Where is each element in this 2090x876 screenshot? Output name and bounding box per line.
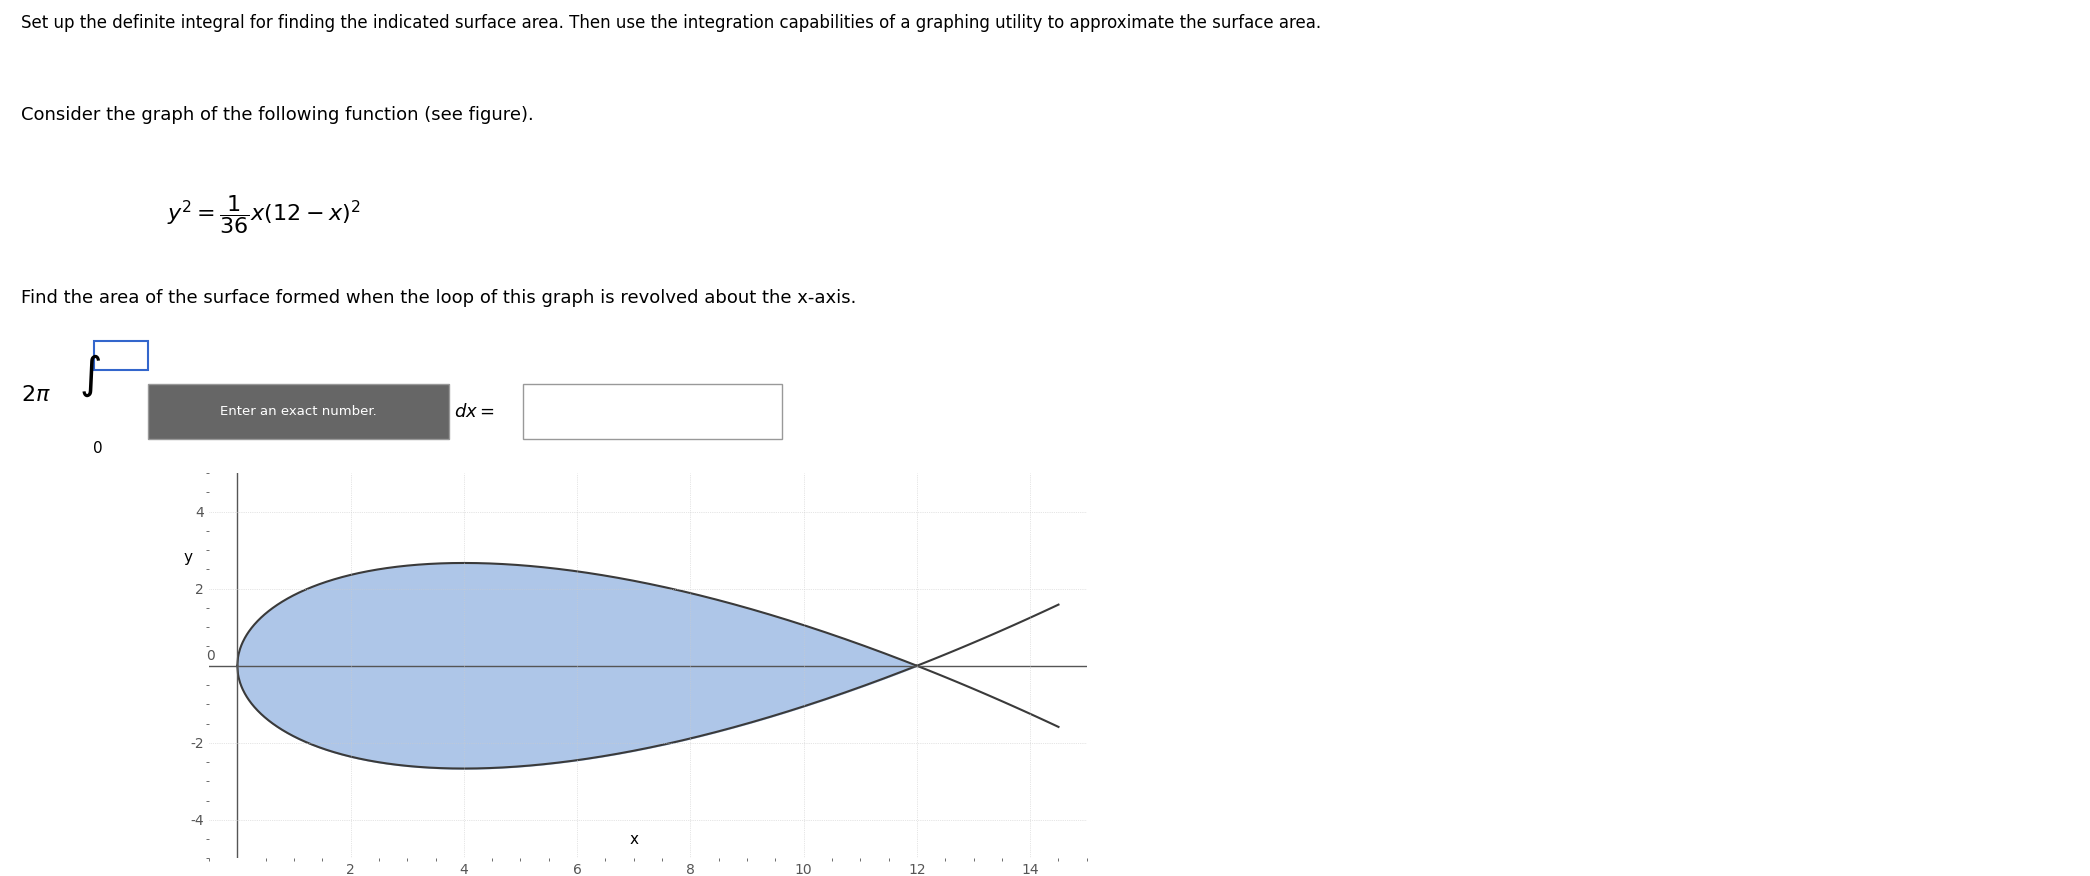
Text: $0$: $0$ [92, 440, 102, 456]
FancyBboxPatch shape [522, 385, 782, 440]
FancyBboxPatch shape [148, 385, 449, 440]
Text: x: x [629, 832, 637, 847]
Text: Find the area of the surface formed when the loop of this graph is revolved abou: Find the area of the surface formed when… [21, 289, 857, 307]
Text: $y^2 = \dfrac{1}{36}x(12 - x)^2$: $y^2 = \dfrac{1}{36}x(12 - x)^2$ [167, 193, 362, 236]
Text: Set up the definite integral for finding the indicated surface area. Then use th: Set up the definite integral for finding… [21, 14, 1321, 32]
Text: 0: 0 [207, 648, 215, 662]
Text: Enter an exact number.: Enter an exact number. [222, 406, 378, 419]
Text: y: y [184, 550, 192, 565]
FancyBboxPatch shape [94, 341, 148, 370]
Text: $\int$: $\int$ [79, 352, 102, 399]
Text: $2\pi$: $2\pi$ [21, 385, 50, 405]
Text: Consider the graph of the following function (see figure).: Consider the graph of the following func… [21, 106, 533, 124]
Text: $dx =$: $dx =$ [454, 403, 493, 421]
